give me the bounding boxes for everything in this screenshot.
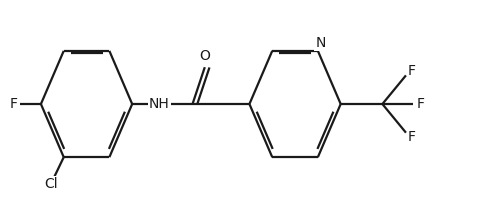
Text: N: N — [315, 36, 326, 50]
Text: F: F — [408, 64, 416, 78]
Text: F: F — [408, 130, 416, 144]
Text: F: F — [416, 97, 424, 111]
Text: Cl: Cl — [45, 177, 58, 191]
Text: F: F — [10, 97, 18, 111]
Text: O: O — [199, 49, 210, 63]
Text: NH: NH — [149, 97, 170, 111]
